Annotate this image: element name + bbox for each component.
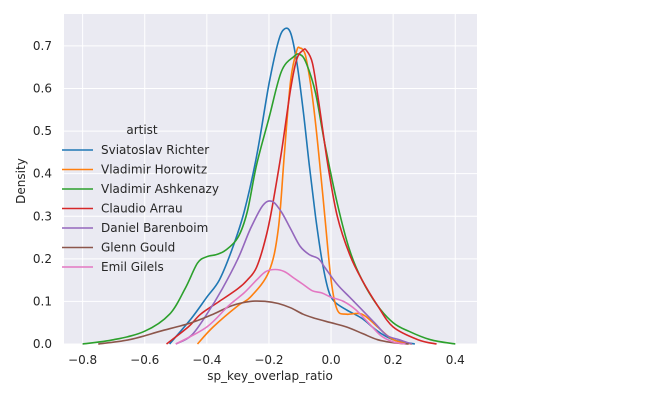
y-tick-label: 0.2	[33, 252, 52, 266]
legend-label-glenn-gould: Glenn Gould	[101, 241, 175, 255]
y-tick-label: 0.4	[33, 167, 52, 181]
x-tick-label: 0.0	[322, 353, 341, 367]
legend: artist Sviatoslav Richter Vladimir Horowi…	[62, 123, 219, 274]
x-tick-label: 0.2	[384, 353, 403, 367]
grid-lines	[64, 14, 477, 345]
x-axis-ticks: −0.8 −0.6 −0.4 −0.2 0.0 0.2 0.4	[68, 353, 465, 367]
series-line-sviatoslav-richter	[168, 27, 416, 345]
legend-label-daniel-barenboim: Daniel Barenboim	[101, 221, 208, 235]
legend-title: artist	[126, 123, 158, 137]
series-line-daniel-barenboim	[175, 200, 413, 345]
series-line-glenn-gould	[98, 300, 409, 345]
x-tick-label: −0.8	[68, 353, 97, 367]
plot-background	[64, 14, 477, 344]
legend-label-emil-gilels: Emil Gilels	[101, 260, 164, 274]
y-tick-label: 0.6	[33, 82, 52, 96]
x-tick-label: −0.4	[192, 353, 221, 367]
legend-label-vladimir-ashkenazy: Vladimir Ashkenazy	[101, 182, 219, 196]
legend-label-vladimir-horowitz: Vladimir Horowitz	[101, 163, 207, 177]
y-tick-label: 0.1	[33, 294, 52, 308]
legend-label-claudio-arrau: Claudio Arrau	[101, 202, 183, 216]
legend-label-sviatoslav-richter: Sviatoslav Richter	[101, 143, 209, 157]
y-tick-label: 0.5	[33, 124, 52, 138]
y-tick-label: 0.3	[33, 209, 52, 223]
y-axis-ticks: 0.0 0.1 0.2 0.3 0.4 0.5 0.6 0.7	[33, 39, 52, 351]
series-line-claudio-arrau	[166, 48, 437, 345]
x-axis-label: sp_key_overlap_ratio	[207, 369, 333, 383]
y-tick-label: 0.0	[33, 337, 52, 351]
x-tick-label: −0.6	[130, 353, 159, 367]
x-tick-label: −0.2	[254, 353, 283, 367]
y-axis-label: Density	[14, 158, 28, 204]
series-layer	[82, 27, 456, 345]
x-tick-label: 0.4	[446, 353, 465, 367]
series-line-emil-gilels	[175, 268, 406, 345]
series-line-vladimir-horowitz	[196, 46, 412, 345]
y-tick-label: 0.7	[33, 39, 52, 53]
